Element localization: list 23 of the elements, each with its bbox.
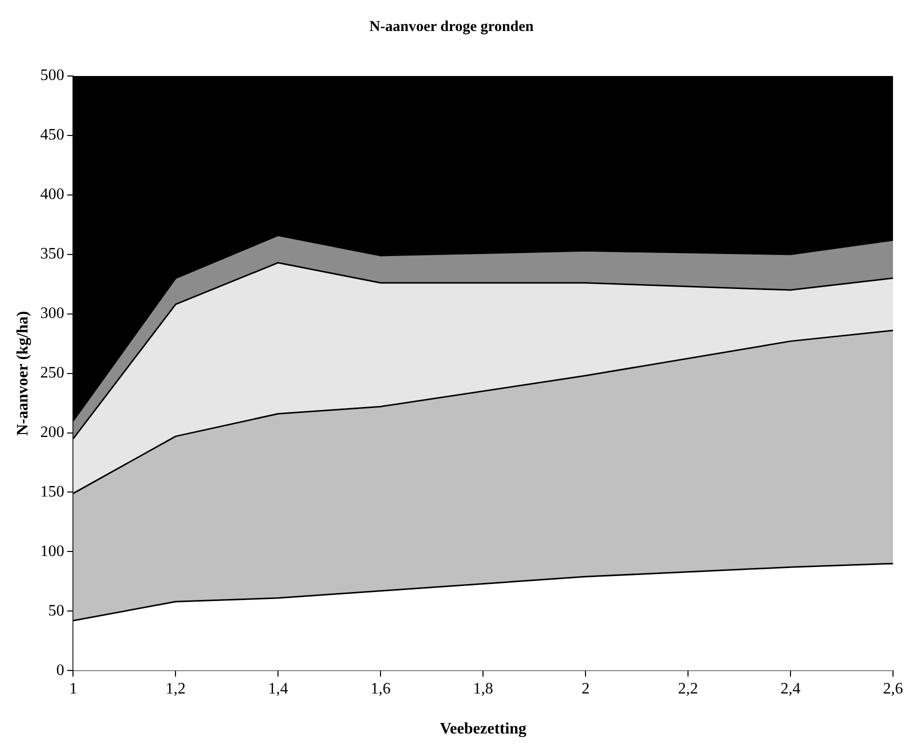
x-tick-label: 1,6 xyxy=(370,680,391,698)
y-tick-label: 400 xyxy=(40,186,64,204)
y-tick-label: 300 xyxy=(40,305,64,322)
x-tick-label: 2,2 xyxy=(678,680,698,698)
y-tick-label: 250 xyxy=(40,364,64,382)
y-tick-label: 50 xyxy=(48,602,64,620)
x-tick-label: 2 xyxy=(582,680,590,698)
x-tick-label: 1,4 xyxy=(268,680,288,698)
x-tick-label: 1,8 xyxy=(473,680,494,698)
y-tick-label: 100 xyxy=(40,542,64,560)
y-tick-label: 500 xyxy=(40,67,64,84)
chart-title: N-aanvoer droge gronden xyxy=(369,18,534,35)
y-tick-label: 350 xyxy=(40,246,64,263)
x-tick-label: 1,2 xyxy=(166,680,186,698)
x-tick-label: 1 xyxy=(69,680,78,698)
y-axis-title: N-aanvoer (kg/ha) xyxy=(14,311,32,436)
y-tick-label: 200 xyxy=(40,424,64,441)
x-tick-label: 2,4 xyxy=(780,680,801,698)
y-tick-label: 150 xyxy=(40,483,64,500)
y-tick-label: 450 xyxy=(40,126,64,144)
x-tick-label: 2,6 xyxy=(883,680,903,698)
y-tick-label: 0 xyxy=(56,662,64,679)
x-axis-title: Veebezetting xyxy=(440,720,526,738)
